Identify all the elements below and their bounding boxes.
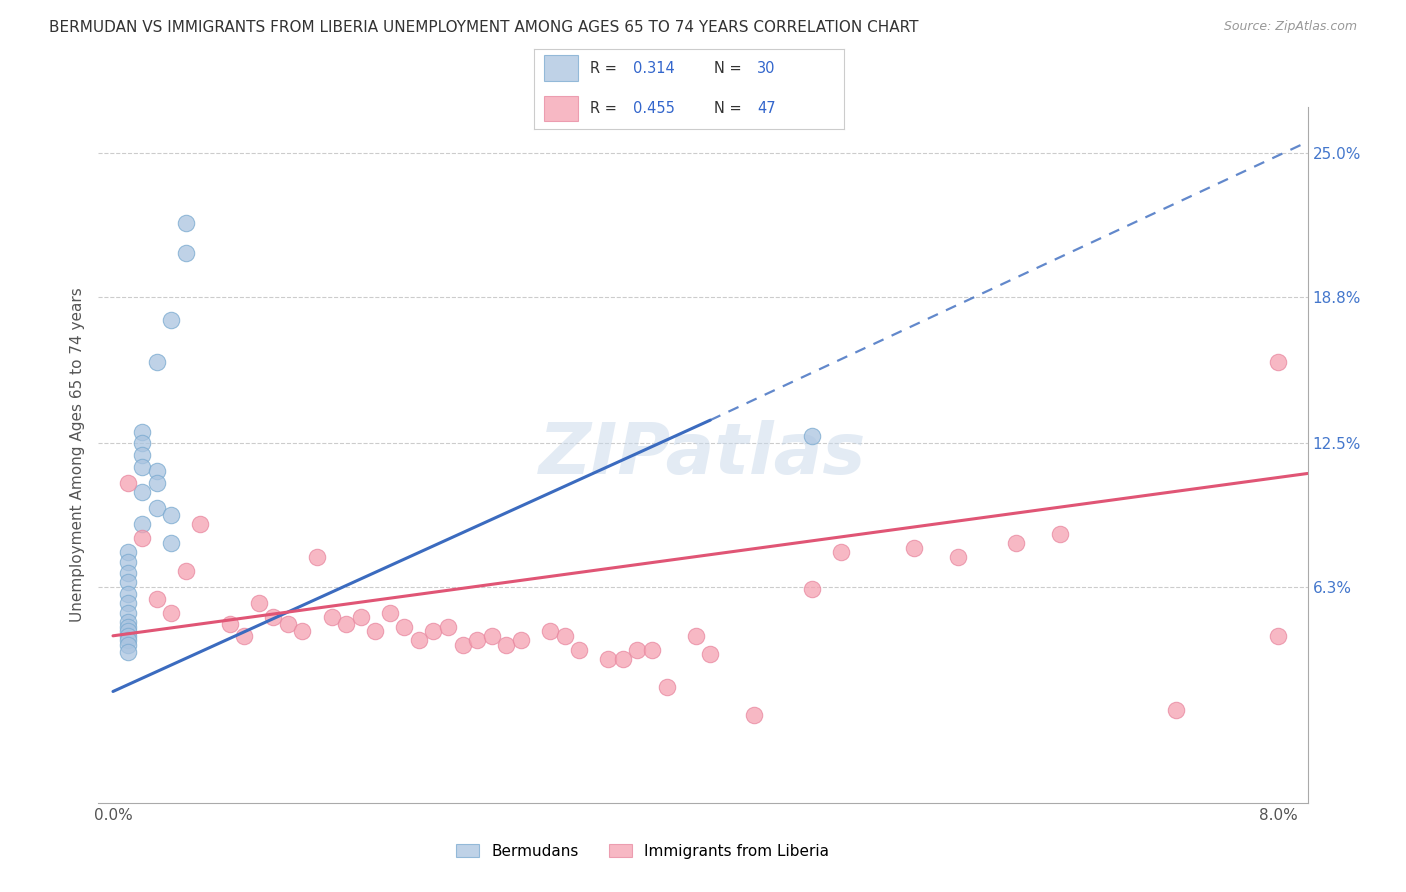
Point	[117, 475, 139, 490]
Point	[554, 629, 576, 643]
Point	[145, 475, 167, 490]
Point	[830, 545, 852, 559]
Point	[801, 429, 824, 443]
Point	[612, 652, 634, 666]
Text: R =: R =	[591, 101, 621, 116]
Point	[145, 591, 167, 606]
Point	[903, 541, 925, 555]
Point	[233, 629, 256, 643]
Point	[117, 615, 139, 629]
Text: 47: 47	[756, 101, 776, 116]
Text: N =: N =	[714, 61, 747, 76]
Point	[117, 606, 139, 620]
Point	[509, 633, 531, 648]
Text: 30: 30	[756, 61, 776, 76]
Point	[117, 555, 139, 569]
Point	[160, 508, 183, 523]
Text: 0.314: 0.314	[633, 61, 675, 76]
Point	[481, 629, 503, 643]
Point	[641, 642, 664, 657]
Point	[946, 549, 969, 564]
Point	[131, 459, 153, 474]
Point	[1005, 536, 1028, 550]
Point	[685, 629, 707, 643]
Point	[117, 629, 139, 643]
Point	[699, 648, 721, 662]
Point	[117, 587, 139, 601]
Point	[117, 545, 139, 559]
Point	[1267, 629, 1289, 643]
Point	[117, 619, 139, 633]
Point	[117, 624, 139, 639]
Point	[160, 313, 183, 327]
Point	[117, 575, 139, 590]
Point	[568, 642, 591, 657]
Point	[117, 566, 139, 581]
Point	[321, 610, 343, 624]
Point	[655, 680, 678, 694]
Y-axis label: Unemployment Among Ages 65 to 74 years: Unemployment Among Ages 65 to 74 years	[69, 287, 84, 623]
Point	[465, 633, 488, 648]
Point	[160, 536, 183, 550]
Point	[145, 355, 167, 369]
Text: 0.455: 0.455	[633, 101, 675, 116]
Point	[117, 633, 139, 648]
Point	[305, 549, 328, 564]
Point	[145, 501, 167, 516]
Point	[364, 624, 387, 639]
Point	[1166, 703, 1188, 717]
Point	[160, 606, 183, 620]
Point	[350, 610, 373, 624]
Point	[174, 564, 197, 578]
Point	[801, 582, 824, 597]
Point	[117, 638, 139, 652]
Point	[626, 642, 648, 657]
Point	[131, 485, 153, 500]
Text: Source: ZipAtlas.com: Source: ZipAtlas.com	[1223, 20, 1357, 33]
Text: ZIPatlas: ZIPatlas	[540, 420, 866, 490]
Point	[277, 617, 299, 632]
Point	[218, 617, 240, 632]
Point	[174, 216, 197, 230]
FancyBboxPatch shape	[544, 55, 578, 81]
Point	[131, 436, 153, 450]
Point	[451, 638, 474, 652]
Point	[131, 448, 153, 462]
Point	[1049, 526, 1071, 541]
Point	[291, 624, 314, 639]
Legend: Bermudans, Immigrants from Liberia: Bermudans, Immigrants from Liberia	[450, 838, 835, 864]
Text: BERMUDAN VS IMMIGRANTS FROM LIBERIA UNEMPLOYMENT AMONG AGES 65 TO 74 YEARS CORRE: BERMUDAN VS IMMIGRANTS FROM LIBERIA UNEM…	[49, 20, 918, 35]
Point	[1267, 355, 1289, 369]
Point	[598, 652, 620, 666]
Point	[394, 619, 416, 633]
Point	[422, 624, 444, 639]
Point	[117, 596, 139, 610]
Point	[145, 464, 167, 478]
FancyBboxPatch shape	[544, 95, 578, 121]
Point	[538, 624, 561, 639]
Point	[174, 246, 197, 260]
Point	[262, 610, 284, 624]
Point	[335, 617, 357, 632]
Point	[247, 596, 270, 610]
Point	[742, 707, 765, 722]
Point	[131, 517, 153, 532]
Point	[131, 425, 153, 439]
Point	[378, 606, 401, 620]
Point	[117, 645, 139, 659]
Point	[408, 633, 430, 648]
Point	[437, 619, 460, 633]
Text: N =: N =	[714, 101, 747, 116]
Point	[190, 517, 212, 532]
Text: R =: R =	[591, 61, 621, 76]
Point	[495, 638, 517, 652]
Point	[131, 532, 153, 546]
